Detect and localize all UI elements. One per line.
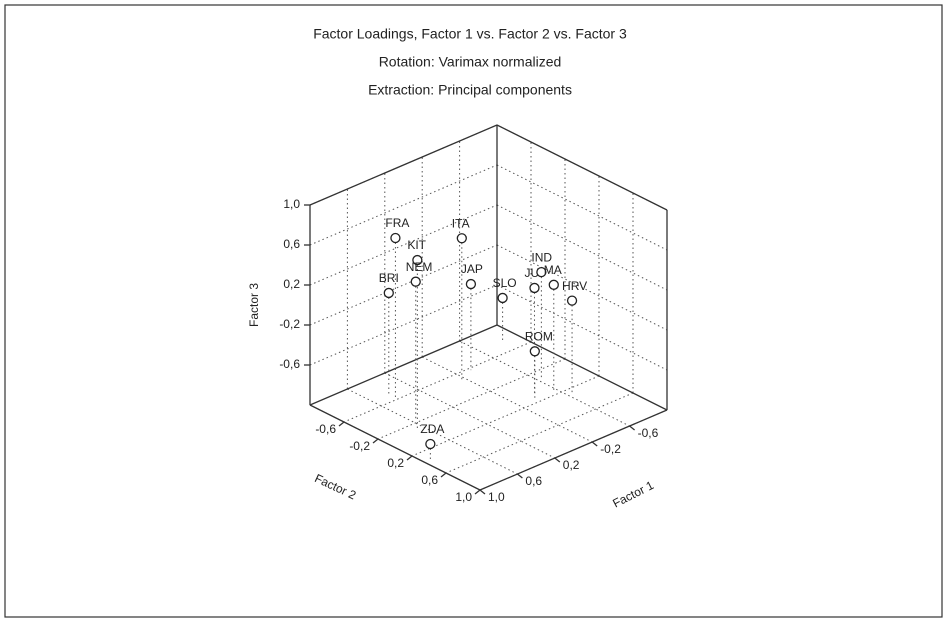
- axis-edge: [309, 404, 481, 491]
- tick-mark: [629, 425, 636, 431]
- point-label: MA: [544, 263, 562, 277]
- z-axis-label: Factor 3: [247, 283, 261, 327]
- point: [383, 287, 394, 299]
- point: [497, 292, 508, 304]
- y-tick-label: 0,2: [387, 456, 404, 470]
- y-tick-label: -0,6: [315, 422, 336, 436]
- point-label: HRV: [562, 279, 587, 293]
- x-tick-label: 0,6: [525, 474, 542, 488]
- point-label: FRA: [385, 216, 409, 230]
- point: [456, 233, 467, 244]
- tick-mark: [338, 421, 345, 427]
- chart-subtitle: Rotation: Varimax normalized: [379, 54, 562, 70]
- point-label: ROM: [525, 329, 553, 343]
- grid-line: [496, 244, 668, 331]
- x-tick-label: -0,6: [638, 426, 659, 440]
- z-tick-label: -0,2: [279, 317, 300, 331]
- x-tick-label: 1,0: [488, 490, 505, 504]
- axis-edge: [496, 324, 668, 411]
- chart-subtitle: Extraction: Principal components: [368, 82, 572, 98]
- axis-edge: [309, 324, 498, 406]
- point: [410, 276, 421, 287]
- point-label: BRI: [379, 271, 399, 285]
- tick-mark: [591, 441, 598, 447]
- point-label: ITA: [452, 216, 470, 230]
- point-label: ZDA: [420, 422, 444, 436]
- grid-line: [421, 356, 593, 443]
- point-label: SLO: [493, 276, 517, 290]
- point: [566, 295, 578, 306]
- tick-mark: [406, 455, 413, 461]
- point: [425, 438, 436, 450]
- y-tick-label: 0,6: [421, 473, 438, 487]
- axis-edge: [309, 124, 498, 206]
- tick-mark: [554, 457, 561, 463]
- tick-mark: [516, 473, 523, 479]
- tick-mark: [474, 489, 481, 495]
- z-tick-label: 1,0: [283, 197, 300, 211]
- axis-edge: [479, 409, 668, 491]
- grid-line: [496, 204, 668, 291]
- tick-mark: [372, 438, 379, 444]
- point-label: NEM: [406, 260, 433, 274]
- point: [529, 282, 540, 294]
- z-tick-label: 0,6: [283, 237, 300, 251]
- grid-line: [496, 284, 668, 371]
- x-tick-label: -0,2: [600, 442, 621, 456]
- point: [412, 254, 423, 266]
- chart-title: Factor Loadings, Factor 1 vs. Factor 2 v…: [313, 26, 627, 42]
- z-tick-label: -0,6: [279, 357, 300, 371]
- point-label: KIT: [407, 238, 426, 252]
- point: [529, 346, 540, 357]
- grid-line: [384, 372, 556, 459]
- tick-mark: [440, 472, 447, 478]
- y-tick-label: -0,2: [349, 439, 370, 453]
- x-tick-label: 0,2: [563, 458, 580, 472]
- point-label: JU: [524, 266, 539, 280]
- point-label: IND: [531, 250, 552, 264]
- z-tick-label: 0,2: [283, 277, 300, 291]
- y-tick-label: 1,0: [455, 490, 472, 504]
- axis-edge: [496, 124, 668, 211]
- grid-line: [347, 388, 518, 475]
- point: [465, 278, 477, 290]
- point: [536, 266, 547, 278]
- point: [548, 279, 559, 290]
- tick-mark: [479, 489, 486, 495]
- point: [390, 232, 401, 244]
- grid-line: [459, 340, 630, 427]
- point-label: JAP: [461, 262, 483, 276]
- grid-line: [496, 164, 668, 251]
- frame: [4, 4, 943, 618]
